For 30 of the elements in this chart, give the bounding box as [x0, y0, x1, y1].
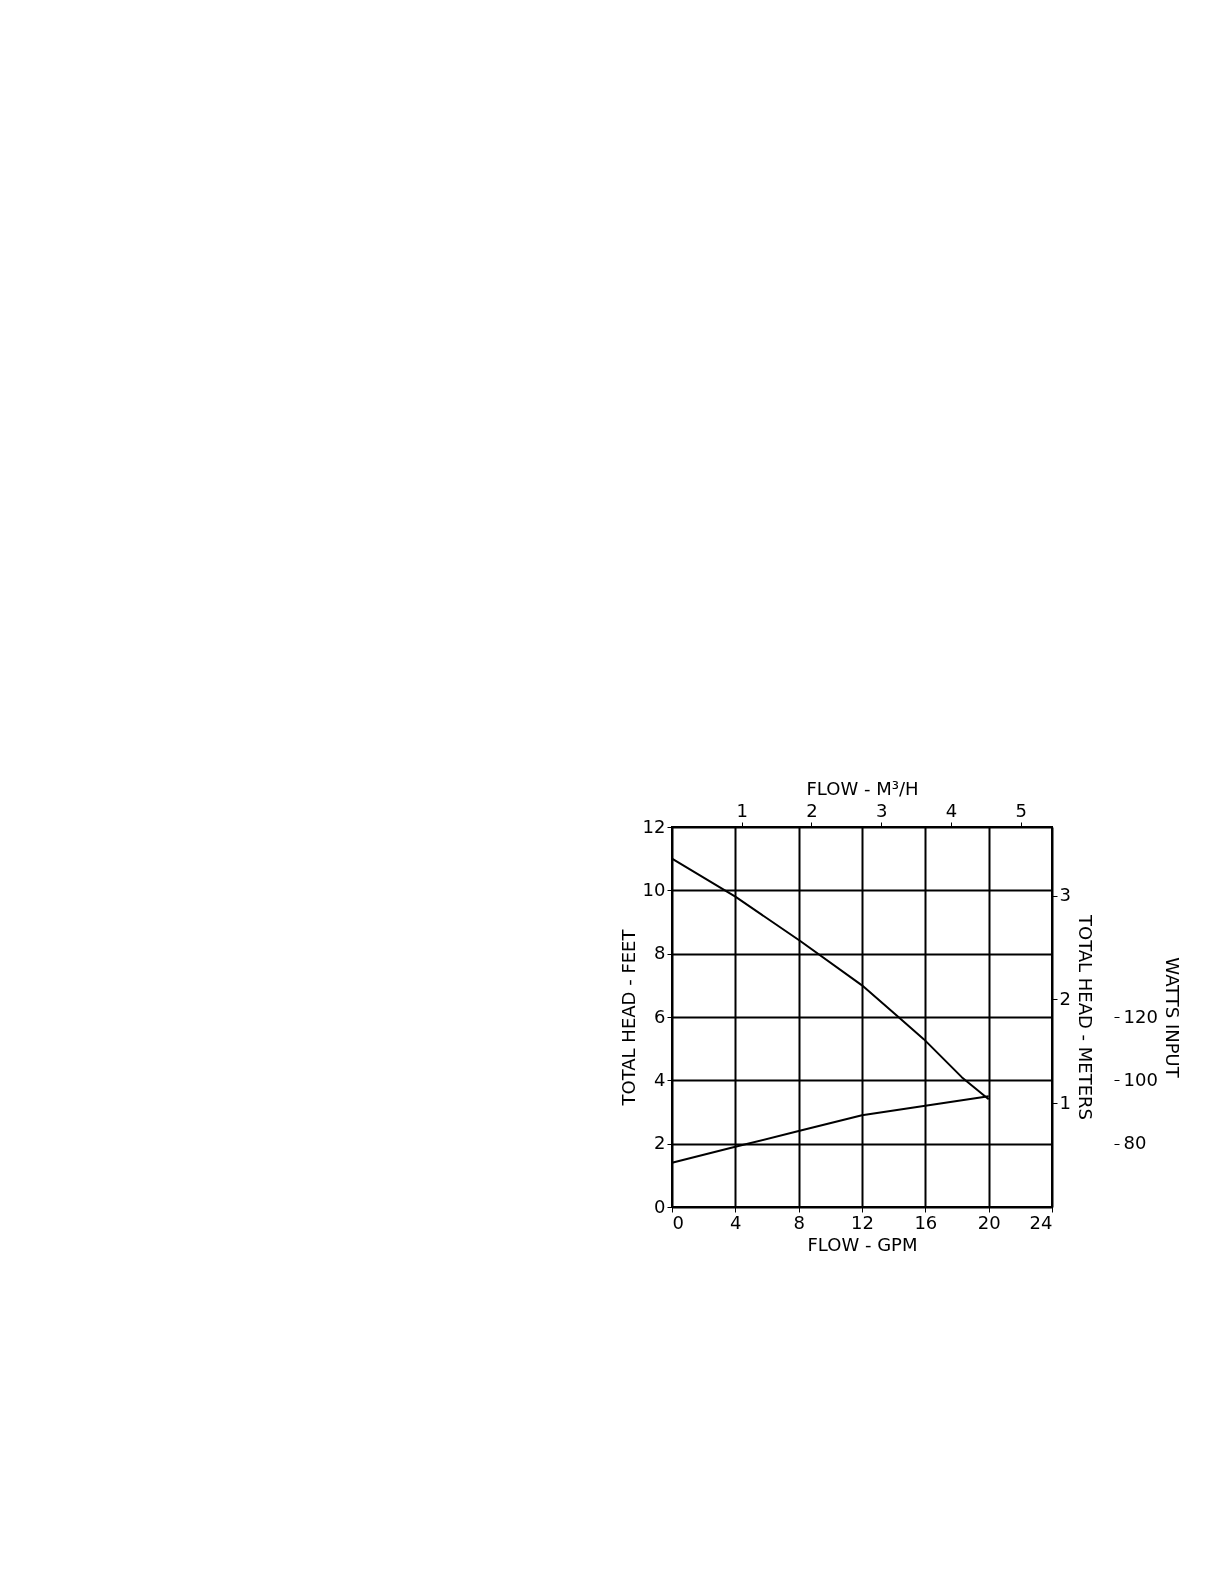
x-tick-label: 8: [793, 1211, 805, 1233]
y2-tick-label: 1: [1059, 1091, 1071, 1113]
x2-tick-label: 5: [1015, 799, 1027, 821]
y-tick-label: 8: [654, 942, 666, 964]
x-tick-label: 0: [672, 1211, 684, 1233]
y2-tick-label: 2: [1059, 987, 1071, 1009]
x2-tick-label: 3: [875, 799, 888, 821]
x2-axis-title: FLOW - M³/H: [806, 777, 919, 799]
y-tick-label: 6: [654, 1005, 666, 1027]
y2-axis-title: TOTAL HEAD - METERS: [1074, 913, 1096, 1121]
x2-tick-label: 4: [945, 799, 958, 821]
x-tick-label: 16: [914, 1211, 938, 1233]
x-axis-title: FLOW - GPM: [807, 1233, 918, 1255]
x-tick-label: 4: [730, 1211, 742, 1233]
x-tick-label: 20: [977, 1211, 1001, 1233]
y-tick-label: 12: [642, 815, 666, 837]
y3-tick-label: 80: [1123, 1132, 1147, 1154]
x-tick-label: 12: [851, 1211, 874, 1233]
y-tick-label: 2: [654, 1132, 666, 1154]
y-tick-label: 10: [642, 878, 666, 900]
x-tick-label: 24: [1029, 1211, 1053, 1233]
x2-tick-label: 1: [736, 799, 748, 821]
y3-tick-label: 120: [1123, 1005, 1158, 1027]
y-tick-label: 4: [654, 1068, 666, 1090]
y3-axis-title: WATTS INPUT: [1161, 957, 1183, 1079]
y3-tick-label: 100: [1123, 1068, 1158, 1090]
y2-tick-label: 3: [1059, 884, 1071, 906]
x2-tick-label: 2: [806, 799, 818, 821]
y-tick-label: 0: [654, 1195, 666, 1217]
y-axis-title: TOTAL HEAD - FEET: [617, 928, 639, 1107]
